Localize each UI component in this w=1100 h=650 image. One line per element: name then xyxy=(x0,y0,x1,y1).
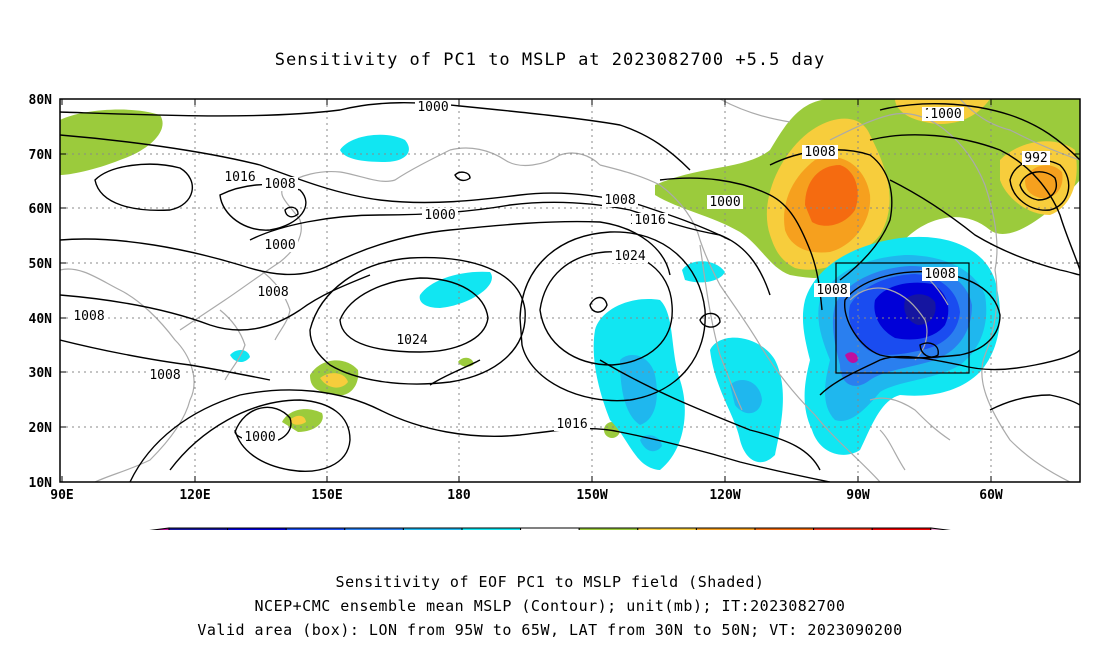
caption-line-2: NCEP+CMC ensemble mean MSLP (Contour); u… xyxy=(254,597,846,615)
contour-label-bg xyxy=(415,100,451,114)
colorbar-segment xyxy=(813,527,873,530)
contour-label: 1024 xyxy=(396,333,427,348)
colorbar-segment xyxy=(695,527,756,530)
axis-ticks xyxy=(60,98,1080,483)
contour-label: 1024 xyxy=(614,249,645,264)
contour-label: 1008 xyxy=(816,283,847,298)
colorbar-segment xyxy=(637,527,697,530)
lat-tick-label: 60N xyxy=(29,202,53,217)
colorbar-segment xyxy=(227,527,287,530)
map-frame xyxy=(59,98,1081,483)
caption-line-3: Valid area (box): LON from 95W to 65W, L… xyxy=(197,621,903,639)
contour-label: 1000 xyxy=(424,208,455,223)
lat-tick-label: 70N xyxy=(29,148,53,163)
contour-label: 1008 xyxy=(73,309,104,324)
contour-label-bg xyxy=(394,333,430,347)
lon-tick-label: 120E xyxy=(179,488,210,503)
contour-label: 1016 xyxy=(556,417,587,432)
negative-shading-region xyxy=(904,294,936,325)
contour-label: 1000 xyxy=(709,195,740,210)
contour-label-bg xyxy=(612,249,648,263)
colorbar-segment xyxy=(344,527,404,530)
contour-label-bg xyxy=(707,195,743,209)
contour-label-bg xyxy=(554,417,590,431)
contour-label-bg xyxy=(632,213,668,227)
colorbar-segment xyxy=(461,527,522,530)
lon-tick-label: 150E xyxy=(311,488,342,503)
contour-label: 1000 xyxy=(264,238,295,253)
lat-tick-label: 20N xyxy=(29,421,53,436)
lon-tick-label: 180 xyxy=(447,488,471,503)
negative-shading-region xyxy=(419,271,492,308)
contour-label-bg xyxy=(262,238,298,252)
lat-tick-label: 80N xyxy=(29,93,53,108)
contour-labels: 1000 1000 1016 1008 1008 1000 1000 1008 1016 1000… xyxy=(71,100,1050,445)
contour-label-bg xyxy=(71,309,107,323)
lat-tick-label: 50N xyxy=(29,257,53,272)
colorbar-segment xyxy=(871,527,932,530)
lat-tick-label: 40N xyxy=(29,312,53,327)
sensitivity-shading xyxy=(60,99,1080,470)
lon-tick-label: 150W xyxy=(576,488,607,503)
contour-label-bg xyxy=(922,267,958,281)
colorbar-right-arrow xyxy=(930,527,951,530)
positive-shading-region xyxy=(458,357,474,367)
latitude-axis: 80N 70N 60N 50N 40N 30N 20N 10N xyxy=(29,93,53,491)
contour-label-bg xyxy=(814,283,850,297)
lat-tick-label: 10N xyxy=(29,476,53,491)
colorbar-segment xyxy=(578,527,639,530)
contour-label: 1000 xyxy=(417,100,448,115)
contour-label: 1008 xyxy=(264,177,295,192)
lon-tick-label: 60W xyxy=(979,488,1003,503)
contour-label: 1008 xyxy=(924,267,955,282)
colorbar: -0.9-0.8-0.7-0.6-0.5-0.4-0.30.30.40.50.6… xyxy=(149,527,951,530)
mslp-contours xyxy=(60,102,1080,482)
positive-shading-region xyxy=(60,109,163,175)
chart-title: Sensitivity of PC1 to MSLP at 2023082700… xyxy=(274,50,826,70)
map-plot: 1000 1000 1016 1008 1008 1000 1000 1008 1016 1000… xyxy=(29,93,1081,530)
lat-tick-label: 30N xyxy=(29,366,53,381)
negative-shading-region xyxy=(730,380,762,414)
contour-label: 1008 xyxy=(804,145,835,160)
contour-label-bg xyxy=(262,177,298,191)
contour-label: 992 xyxy=(1024,151,1047,166)
negative-shading-region xyxy=(340,134,409,162)
contour-label-bg xyxy=(1022,151,1050,165)
contour-label-bg xyxy=(802,145,838,159)
contour-label-bg xyxy=(147,368,183,382)
contour-label: 1000 xyxy=(930,107,961,122)
colorbar-segment xyxy=(402,527,463,530)
colorbar-segment xyxy=(168,527,229,530)
lon-tick-label: 90W xyxy=(846,488,870,503)
contour-label: 1008 xyxy=(257,285,288,300)
contour-label-bg xyxy=(255,285,291,299)
contour-label: 1016 xyxy=(224,170,255,185)
contour-label-bg xyxy=(602,193,638,207)
caption-line-1: Sensitivity of EOF PC1 to MSLP field (Sh… xyxy=(335,573,765,591)
longitude-axis: 90E 120E 150E 180 150W 120W 90W 60W xyxy=(50,488,1003,503)
contour-label: 1008 xyxy=(149,368,180,383)
contour-label-bg xyxy=(422,208,458,222)
colorbar-segment xyxy=(520,527,580,530)
contour-label-bg xyxy=(242,430,278,444)
contour-label: 1000 xyxy=(244,430,275,445)
contour-label: 1008 xyxy=(604,193,635,208)
colorbar-left-arrow xyxy=(149,527,170,530)
valid-area-box xyxy=(835,262,970,374)
negative-shading-region xyxy=(620,355,657,425)
contour-label-bg xyxy=(928,107,964,121)
lon-tick-label: 120W xyxy=(709,488,740,503)
positive-shading-region xyxy=(1025,165,1063,199)
negative-shading-region xyxy=(845,352,858,363)
contour-label-bg xyxy=(222,170,258,184)
colorbar-segment xyxy=(285,527,346,530)
lon-tick-label: 90E xyxy=(50,488,73,503)
positive-shading-region xyxy=(805,165,858,226)
colorbar-segment xyxy=(754,527,815,530)
positive-shading-region xyxy=(290,415,306,425)
contour-label: 1016 xyxy=(634,213,665,228)
